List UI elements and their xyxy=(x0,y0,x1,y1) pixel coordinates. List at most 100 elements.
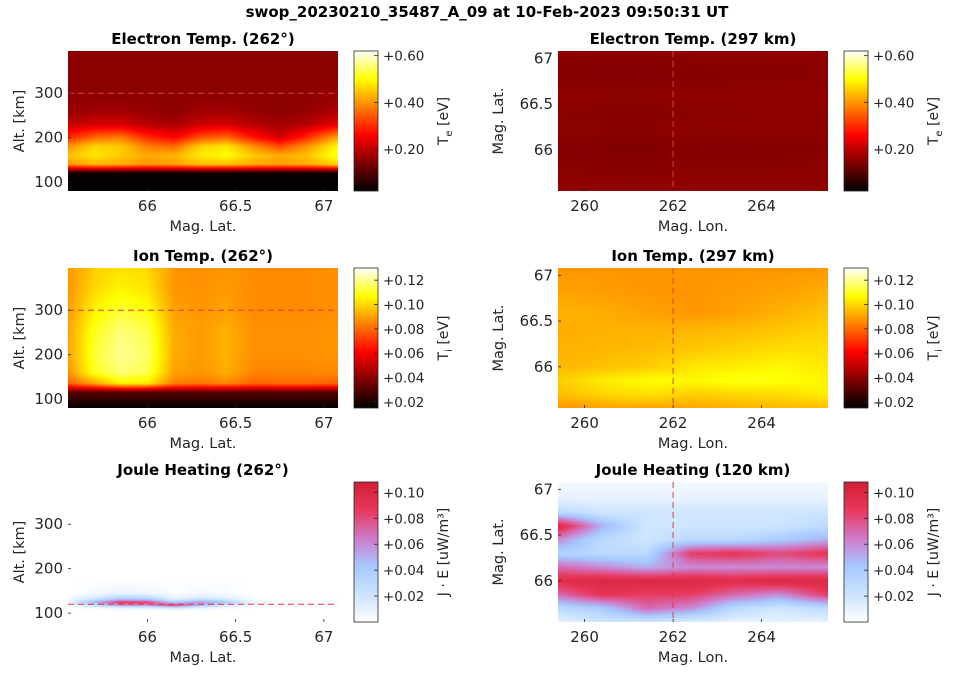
colorbar-label: Ti [eV] xyxy=(436,316,455,362)
heatmap-image xyxy=(68,482,338,622)
y-tick-label: 66 xyxy=(534,141,553,159)
colorbar-tick-label: +0.08 xyxy=(383,511,424,527)
panel-title: Joule Heating (120 km) xyxy=(595,461,791,479)
x-axis-label: Mag. Lat. xyxy=(169,650,236,666)
panels: 66 66.5 67 100 200 300 Electron Temp. (262°) Ma… xyxy=(12,30,945,666)
y-axis-label: Mag. Lat. xyxy=(491,518,507,585)
colorbar-gradient xyxy=(354,51,378,191)
colorbar-label-subscript: i xyxy=(444,349,455,352)
x-axis-label: Mag. Lon. xyxy=(658,219,728,235)
y-tick-label: 66.5 xyxy=(520,312,553,330)
y-tick-label: 300 xyxy=(34,84,63,102)
heatmap-image xyxy=(558,482,828,622)
colorbar-tick-label: +0.02 xyxy=(383,395,424,411)
colorbar: +0.02 +0.04 +0.06 +0.08 +0.10 J · E [uW/m³] xyxy=(353,481,452,623)
colorbar-label-symbol: T xyxy=(926,351,942,361)
x-tick-label: 260 xyxy=(570,414,599,432)
colorbar-tick-label: +0.04 xyxy=(873,563,914,579)
y-tick-label: 67 xyxy=(534,480,553,498)
colorbar-tick-label: +0.60 xyxy=(873,49,914,65)
x-tick-label: 262 xyxy=(659,197,688,215)
colorbar-tick-label: +0.06 xyxy=(873,346,914,362)
x-tick-label: 66 xyxy=(138,628,157,646)
x-tick-label: 262 xyxy=(659,414,688,432)
colorbar-tick-label: +0.10 xyxy=(383,298,424,314)
x-tick-label: 264 xyxy=(747,197,776,215)
y-axis-label: Alt. [km] xyxy=(12,521,28,584)
colorbar: +0.20 +0.40 +0.60 Te [eV] xyxy=(843,49,945,192)
y-tick-label: 100 xyxy=(34,604,63,622)
colorbar-frame xyxy=(843,481,869,623)
colorbar-tick-label: +0.04 xyxy=(383,371,424,387)
panel-3: 66 66.5 67 100 200 300 Ion Temp. (262°) Mag. La… xyxy=(12,247,455,452)
x-tick-label: 262 xyxy=(659,628,688,646)
x-tick-label: 66.5 xyxy=(219,414,252,432)
colorbar-label: J · E [uW/m³] xyxy=(926,508,942,597)
colorbar-frame xyxy=(353,267,379,409)
colorbar-label-subscript: e xyxy=(444,130,455,136)
y-tick-label: 66 xyxy=(534,358,553,376)
y-tick-label: 67 xyxy=(534,266,553,284)
y-axis-label: Alt. [km] xyxy=(12,307,28,370)
x-tick-label: 67 xyxy=(314,414,333,432)
x-tick-label: 260 xyxy=(570,197,599,215)
y-axis-label: Mag. Lat. xyxy=(491,304,507,371)
x-tick-label: 66 xyxy=(138,414,157,432)
panel-2: 260 262 264 66 66.5 67 Electron Temp. (297 km)… xyxy=(491,30,945,235)
colorbar-tick-label: +0.12 xyxy=(383,273,424,289)
colorbar-label-symbol: J · E xyxy=(436,570,452,597)
colorbar-tick-label: +0.04 xyxy=(383,563,424,579)
colorbar-tick-label: +0.20 xyxy=(383,142,424,158)
colorbar: +0.02 +0.04 +0.06 +0.08 +0.10 J · E [uW/m³] xyxy=(843,481,942,623)
x-axis-label: Mag. Lat. xyxy=(169,436,236,452)
colorbar-tick-label: +0.20 xyxy=(873,142,914,158)
panel-title: Joule Heating (262°) xyxy=(116,461,288,479)
colorbar-tick-label: +0.04 xyxy=(873,371,914,387)
colorbar-label-unit: [eV] xyxy=(926,316,942,350)
colorbar-tick-label: +0.08 xyxy=(873,511,914,527)
colorbar-tick-label: +0.02 xyxy=(873,589,914,605)
x-tick-label: 67 xyxy=(314,628,333,646)
colorbar-label-symbol: J · E xyxy=(926,570,942,597)
colorbar-label-subscript: e xyxy=(934,130,945,136)
colorbar-tick-label: +0.02 xyxy=(383,589,424,605)
x-tick-label: 260 xyxy=(570,628,599,646)
x-tick-label: 66 xyxy=(138,197,157,215)
colorbar-tick-label: +0.12 xyxy=(873,273,914,289)
colorbar-label-unit: [uW/m³] xyxy=(436,508,452,570)
y-tick-label: 66 xyxy=(534,572,553,590)
y-tick-label: 200 xyxy=(34,346,63,364)
heatmap-image xyxy=(558,51,828,191)
colorbar-label-unit: [uW/m³] xyxy=(926,508,942,570)
y-tick-label: 66.5 xyxy=(520,526,553,544)
y-tick-label: 300 xyxy=(34,301,63,319)
colorbar-label-subscript: i xyxy=(934,349,945,352)
colorbar-tick-label: +0.08 xyxy=(383,322,424,338)
colorbar-tick-label: +0.06 xyxy=(383,537,424,553)
colorbar-label: Ti [eV] xyxy=(926,316,945,362)
x-axis-label: Mag. Lon. xyxy=(658,650,728,666)
x-tick-label: 67 xyxy=(314,197,333,215)
colorbar-tick-label: +0.06 xyxy=(873,537,914,553)
x-tick-label: 66.5 xyxy=(219,628,252,646)
colorbar-label: J · E [uW/m³] xyxy=(436,508,452,597)
colorbar-gradient xyxy=(354,482,378,622)
x-tick-label: 264 xyxy=(747,628,776,646)
colorbar-tick-label: +0.10 xyxy=(873,298,914,314)
colorbar-frame xyxy=(843,267,869,409)
y-axis-label: Alt. [km] xyxy=(12,90,28,153)
colorbar: +0.02 +0.04 +0.06 +0.08 +0.10 +0.12 Ti [eV] xyxy=(843,267,945,411)
colorbar: +0.20 +0.40 +0.60 Te [eV] xyxy=(353,49,455,192)
colorbar-tick-label: +0.08 xyxy=(873,322,914,338)
panel-5: 66 66.5 67 100 200 300 Joule Heating (262°) Mag… xyxy=(12,461,452,666)
colorbar-frame xyxy=(843,50,869,192)
colorbar-label-unit: [eV] xyxy=(436,97,452,131)
x-tick-label: 264 xyxy=(747,414,776,432)
y-tick-label: 200 xyxy=(34,129,63,147)
colorbar-label: Te [eV] xyxy=(926,97,945,146)
y-tick-label: 100 xyxy=(34,390,63,408)
colorbar-tick-label: +0.40 xyxy=(873,95,914,111)
panel-title: Ion Temp. (297 km) xyxy=(611,247,774,265)
colorbar-label-symbol: T xyxy=(436,136,452,146)
